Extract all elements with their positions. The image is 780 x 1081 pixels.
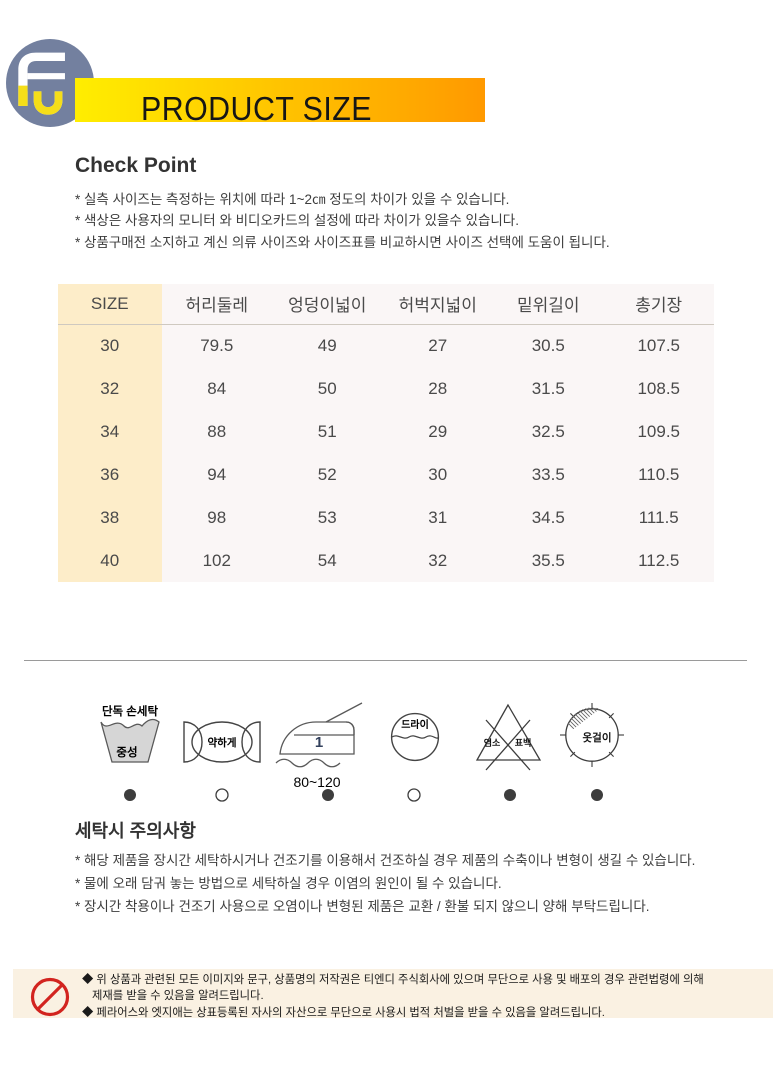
svg-text:중성: 중성 [116, 745, 137, 759]
svg-text:약하게: 약하게 [208, 736, 237, 749]
svg-text:염소: 염소 [484, 737, 501, 748]
svg-text:1: 1 [315, 734, 323, 751]
svg-text:옷걸이: 옷걸이 [583, 731, 612, 744]
svg-text:드라이: 드라이 [401, 718, 429, 731]
svg-text:단독 손세탁: 단독 손세탁 [102, 704, 159, 718]
svg-text:표백: 표백 [515, 737, 532, 748]
